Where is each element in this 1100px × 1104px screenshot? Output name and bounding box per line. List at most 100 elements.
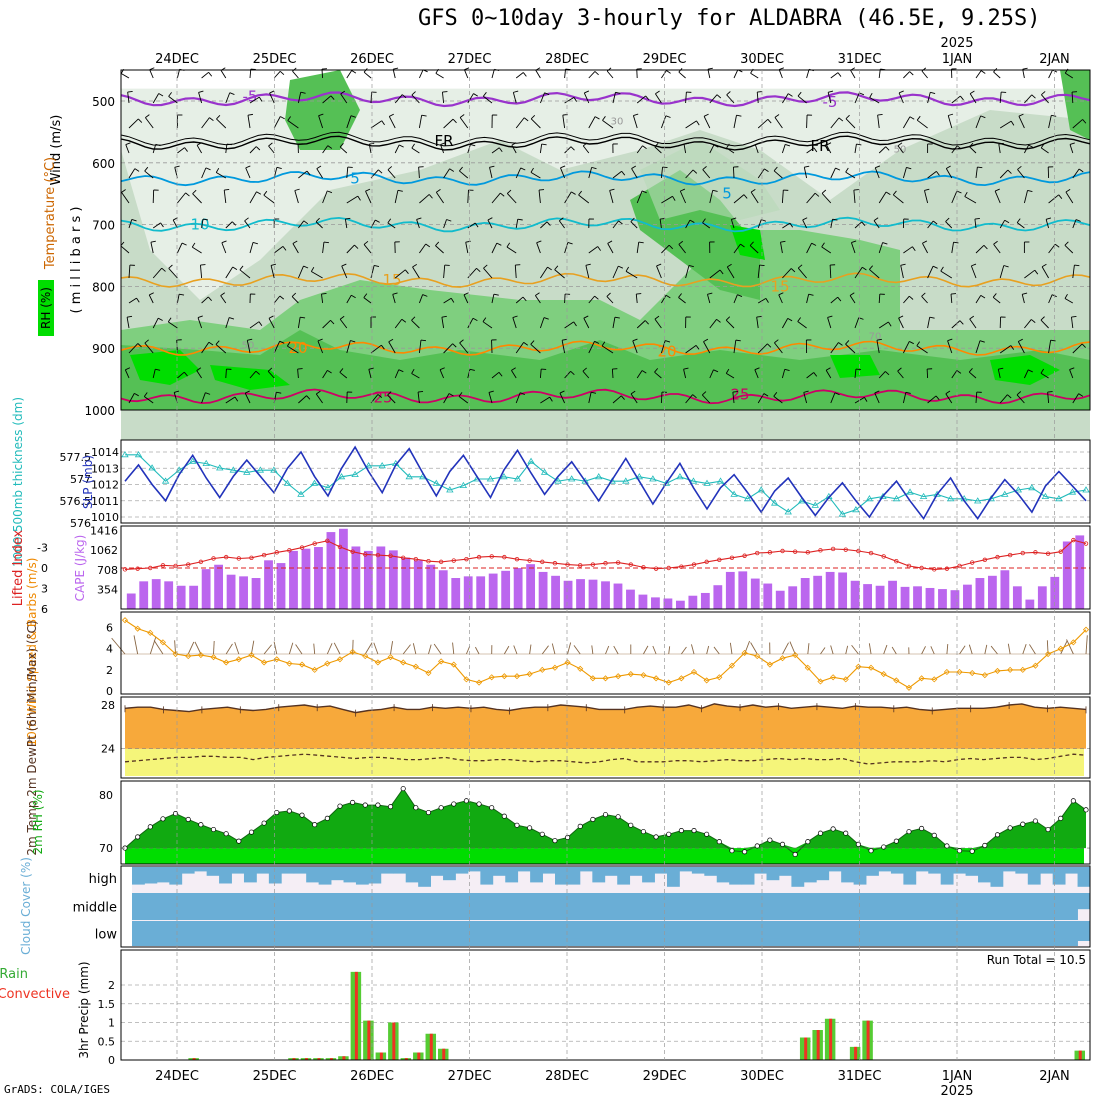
cloud-cover-bar-low [1065, 921, 1078, 946]
wind-barb-flag [464, 68, 469, 70]
cloud-cover-bar-low [207, 921, 220, 946]
contour-label: 30 [611, 117, 624, 128]
cloud-cover-bar-low [169, 921, 182, 946]
cloud-cover-bar-low [331, 921, 344, 946]
cloud-cover-bar-low [406, 921, 419, 946]
surface-wind-barb [614, 646, 618, 654]
wind-barb-flag [1071, 316, 1076, 317]
cloud-cover-bar-low [878, 921, 891, 946]
surface-wind-barb [251, 641, 253, 654]
cloud-cover-bar-middle [393, 893, 406, 920]
cloud-cover-bar-low [841, 921, 854, 946]
date-label-top: 30DEC [740, 52, 784, 67]
cloud-cover-bar-middle [891, 893, 904, 920]
cloud-cover-bar-low [941, 921, 954, 946]
cloud-cover-bar-high [617, 867, 630, 885]
wind-tick-label: 0 [106, 685, 113, 698]
cloud-cover-bar-middle [294, 893, 307, 920]
cloud-cover-bar-low [431, 921, 444, 946]
wind-barb-flag [975, 218, 980, 219]
cloud-cover-bar-high [580, 867, 593, 871]
cape-bar [551, 576, 560, 609]
cloud-cover-bar-middle [990, 893, 1003, 920]
precip-convective-bar [854, 1047, 857, 1060]
cloud-cover-bar-middle [132, 893, 145, 920]
cloud-cover-bar-low [791, 921, 804, 946]
cloud-row-label: high [89, 872, 117, 887]
cape-bar [589, 580, 598, 609]
cloud-cover-bar-low [679, 921, 692, 946]
surface-wind-barb [931, 646, 934, 654]
cloud-cover-bar-low [642, 921, 655, 946]
cloud-cover-bar-middle [194, 893, 207, 920]
cloud-cover-bar-high [281, 867, 294, 874]
rh-point [983, 843, 987, 847]
rh-point [667, 832, 671, 836]
wind-barb-flag [150, 68, 155, 70]
cloud-cover-bar-low [543, 921, 556, 946]
surface-wind-barb [314, 644, 315, 654]
cloud-cover-bar-high [866, 867, 879, 876]
precip-convective-label: Convective [0, 987, 70, 1002]
surface-wind-barb [1086, 635, 1087, 654]
cape-tick-label: 1416 [90, 525, 118, 538]
rh-point [806, 840, 810, 844]
cape-bar [626, 590, 635, 609]
surface-wind-barb [852, 645, 859, 654]
cloud-cover-bar-high [667, 867, 680, 887]
cloud-cover-bar-middle [816, 893, 829, 920]
cloud-cover-bar-low [493, 921, 506, 946]
cloud-cover-bar-high [854, 867, 867, 885]
wind-barb [371, 92, 372, 103]
cape-bar [514, 568, 523, 609]
cape-bar [938, 589, 947, 609]
cloud-cover-bar-middle [704, 893, 717, 920]
cape-bar [951, 590, 960, 609]
cloud-cover-bar-high [1015, 867, 1028, 874]
cloud-cover-bar-high [928, 867, 941, 874]
surface-wind-barb [892, 647, 896, 654]
surface-wind-barb [714, 647, 719, 654]
slp-tick-label: 1012 [91, 479, 119, 492]
rh-point [818, 831, 822, 835]
cloud-cover-bar-low [655, 921, 668, 946]
date-label-bottom: 28DEC [545, 1069, 589, 1084]
cloud-cover-bar-low [804, 921, 817, 946]
cloud-cover-bar-low [294, 921, 307, 946]
surface-wind-barb [831, 645, 833, 654]
rh-point [755, 844, 759, 848]
wind-barb-flag [442, 92, 447, 93]
cloud-cover-bar-middle [281, 893, 294, 920]
surface-wind-barb [960, 646, 966, 654]
chart-title: GFS 0~10day 3-hourly for ALDABRA (46.5E,… [418, 6, 1041, 31]
rh-point [957, 849, 961, 853]
cape-bar [252, 578, 261, 609]
cloud-cover-bar-middle [207, 893, 220, 920]
cloud-cover-bar-high [207, 867, 220, 876]
contour-label: FR [434, 132, 453, 150]
cloud-cover-bar-high [431, 867, 444, 876]
rh-point [1046, 827, 1050, 831]
cloud-cover-bar-low [854, 921, 867, 946]
rh-point [692, 828, 696, 832]
contour-label: 70 [869, 332, 882, 343]
rh-point [919, 826, 923, 830]
cape-bar [726, 572, 735, 609]
cloud-cover-bar-middle [966, 893, 979, 920]
cape-bar [701, 593, 710, 609]
surface-wind-barb [1067, 639, 1074, 654]
wind-barb-flag [708, 68, 713, 69]
cape-bar [639, 595, 648, 609]
rh-point [641, 829, 645, 833]
millibars-axis-label: ( m i l l i b a r s ) [69, 207, 84, 314]
rh-point [388, 804, 392, 808]
cloud-cover-bar-high [791, 867, 804, 887]
cloud-cover-bar-high [381, 867, 394, 874]
surface-wind-barb [504, 646, 509, 654]
rh-point [401, 786, 405, 790]
thickness-slp-panel-frame [121, 440, 1090, 523]
wind-barb-flag [1023, 68, 1028, 69]
wind-barb-flag [856, 369, 861, 370]
precip-convective-bar [342, 1056, 345, 1060]
